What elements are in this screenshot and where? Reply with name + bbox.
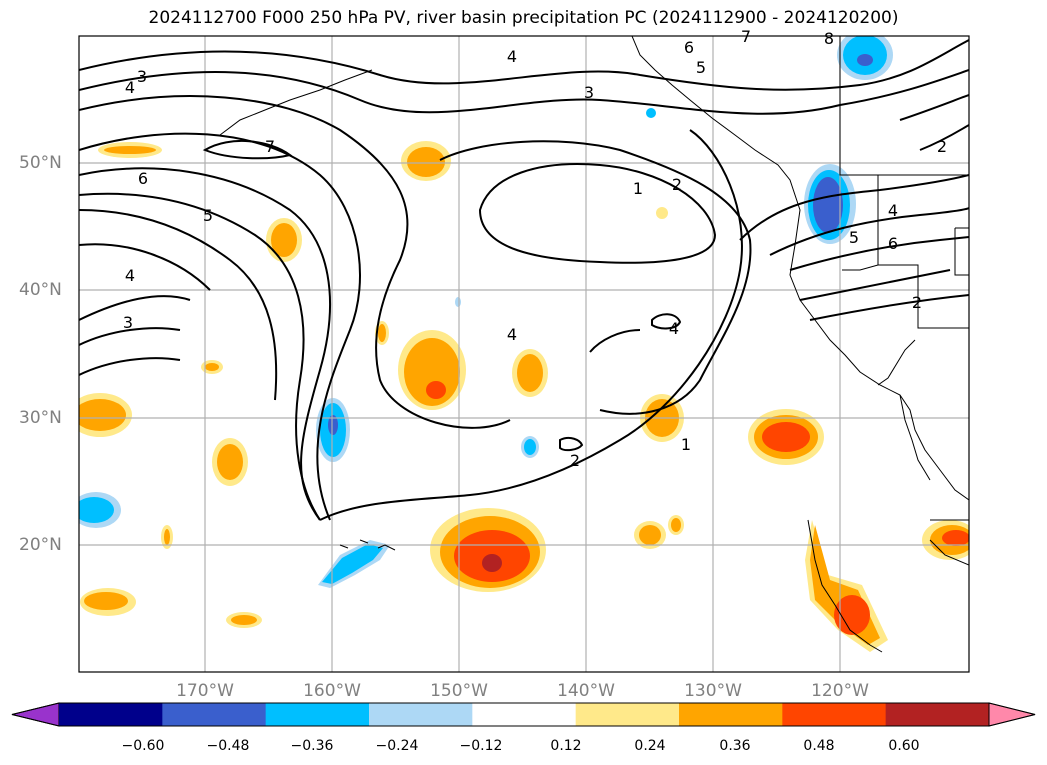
contour-label: 1 [681, 435, 691, 454]
contour-label: 5 [203, 206, 213, 225]
precip-blob [656, 207, 668, 219]
colorbar-extend-high [988, 702, 1036, 727]
map-title: 2024112700 F000 250 hPa PV, river basin … [148, 8, 899, 28]
contour-label: 2 [570, 451, 580, 470]
precip-blob [205, 363, 219, 371]
colorbar-tick-label: −0.24 [375, 738, 419, 754]
precip-blob [762, 422, 810, 452]
precip-blob [942, 530, 969, 546]
colorbar-tick-label: 0.12 [550, 738, 582, 754]
precip-blob [407, 147, 445, 177]
coastlines [219, 36, 969, 653]
precip-blob [378, 324, 386, 342]
colorbar-segment [59, 703, 163, 726]
precip-blob [426, 381, 446, 399]
colorbar-segment [472, 703, 577, 726]
contour-label: 4 [507, 325, 517, 344]
contour-label: 4 [507, 47, 517, 66]
colorbar-tick-label: 0.48 [803, 738, 835, 754]
precip-blob [322, 544, 383, 584]
contour-label: 6 [888, 234, 898, 253]
contour-label: 2 [937, 137, 947, 156]
colorbar-segment [369, 703, 473, 726]
map-plot-area [79, 36, 969, 672]
precip-blob [231, 615, 257, 625]
contour-label: 4 [669, 319, 679, 338]
lon-label-150w: 150°W [430, 681, 488, 701]
precip-blob [671, 518, 681, 532]
lat-label-50n: 50°N [19, 153, 62, 173]
colorbar-outline [11, 702, 1036, 727]
lat-label-30n: 30°N [19, 408, 62, 428]
colorbar [11, 702, 1036, 727]
colorbar-segment [782, 703, 887, 726]
colorbar-tick-label: 0.36 [719, 738, 751, 754]
lon-label-170w: 170°W [176, 681, 234, 701]
precip-shading [79, 36, 969, 652]
contour-label: 2 [672, 175, 682, 194]
lon-label-140w: 140°W [557, 681, 615, 701]
lon-label-160w: 160°W [303, 681, 361, 701]
contour-label: 4 [888, 201, 898, 220]
precip-blob [271, 223, 297, 257]
precip-blob [79, 497, 114, 523]
lon-label-120w: 120°W [811, 681, 869, 701]
colorbar-segment [265, 703, 370, 726]
colorbar-tick-label: −0.36 [290, 738, 334, 754]
colorbar-tick-label: 0.60 [888, 738, 920, 754]
precip-blob [482, 554, 502, 572]
map-frame [78, 35, 970, 673]
precip-blob [813, 177, 843, 233]
graticule [79, 36, 969, 672]
contour-label: 4 [125, 266, 135, 285]
precip-blob [646, 108, 656, 118]
precip-blob [404, 338, 460, 406]
contour-label: 3 [584, 83, 594, 102]
contour-label: 1 [633, 179, 643, 198]
contour-label: 2 [912, 293, 922, 312]
precip-blob [328, 415, 338, 435]
colorbar-segment [885, 703, 990, 726]
lon-label-130w: 130°W [684, 681, 742, 701]
colorbar-tick-label: −0.60 [121, 738, 165, 754]
precip-blob [455, 297, 461, 307]
precip-blob [524, 439, 536, 455]
contour-label: 5 [849, 228, 859, 247]
precip-blob [217, 444, 243, 480]
colorbar-segment [575, 703, 680, 726]
lat-label-40n: 40°N [19, 280, 62, 300]
contour-label: 8 [824, 29, 834, 48]
colorbar-tick-label: 0.24 [634, 738, 666, 754]
precip-blob [857, 54, 873, 66]
contour-label: 3 [123, 313, 133, 332]
contour-label: 5 [696, 58, 706, 77]
precip-blob [84, 592, 128, 610]
precip-blob [79, 399, 126, 431]
contour-label: 6 [684, 38, 694, 57]
colorbar-segment [162, 703, 267, 726]
colorbar-extend-low [11, 702, 60, 727]
contour-label: 7 [741, 27, 751, 46]
colorbar-tick-label: −0.48 [206, 738, 250, 754]
precip-blob [517, 354, 543, 392]
colorbar-tick-label: −0.12 [459, 738, 503, 754]
precip-blob [834, 595, 870, 635]
contour-label: 7 [265, 137, 275, 156]
precip-blob [164, 529, 170, 545]
precip-blob [104, 146, 156, 154]
contour-label: 3 [137, 67, 147, 86]
lat-label-20n: 20°N [19, 535, 62, 555]
colorbar-segment [679, 703, 783, 726]
precip-blob [639, 525, 661, 545]
pv-contours [79, 39, 969, 521]
contour-label: 6 [138, 169, 148, 188]
contour-label: 4 [125, 78, 135, 97]
